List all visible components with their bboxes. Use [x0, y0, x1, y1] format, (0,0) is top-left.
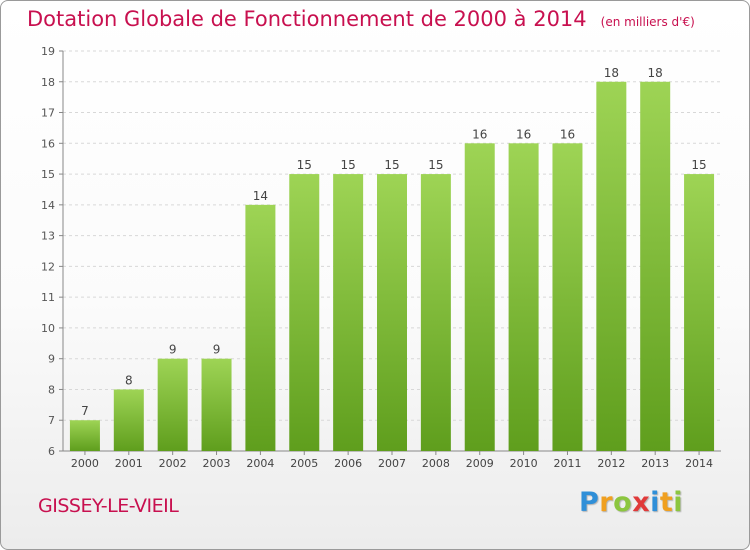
x-tick-label: 2008 — [422, 457, 450, 470]
logo-letter: o — [613, 487, 633, 518]
x-tick-label: 2002 — [159, 457, 187, 470]
y-tick-label: 18 — [41, 76, 55, 89]
data-label: 15 — [428, 158, 443, 172]
logo-letter: r — [599, 487, 614, 518]
y-tick-label: 9 — [48, 353, 55, 366]
x-tick-label: 2010 — [510, 457, 538, 470]
y-tick-label: 15 — [41, 168, 55, 181]
data-label: 15 — [384, 158, 399, 172]
data-label: 16 — [472, 127, 487, 141]
bar — [69, 420, 100, 451]
y-tick-label: 17 — [41, 107, 55, 120]
y-tick-label: 11 — [41, 291, 55, 304]
x-tick-label: 2013 — [641, 457, 669, 470]
bar — [420, 174, 451, 452]
data-label: 16 — [560, 127, 575, 141]
data-label: 9 — [169, 343, 177, 357]
bar — [684, 174, 715, 452]
x-tick-label: 2006 — [334, 457, 362, 470]
logo-letter: i — [650, 487, 660, 518]
bar — [113, 389, 144, 451]
logo-letter: i — [673, 487, 684, 518]
x-tick-label: 2009 — [466, 457, 494, 470]
chart-title-text: Dotation Globale de Fonctionnement de 20… — [27, 7, 587, 31]
data-labels: 7 8 9 9 14 15 15 15 15 16 16 16 18 18 15 — [81, 66, 707, 418]
bar — [508, 143, 539, 452]
bar — [640, 81, 671, 452]
bars — [69, 81, 715, 452]
bar — [377, 174, 407, 452]
y-tick-label: 12 — [41, 260, 55, 273]
bar — [289, 174, 320, 452]
chart-title: Dotation Globale de Fonctionnement de 20… — [27, 7, 695, 31]
x-tick-label: 2004 — [246, 457, 274, 470]
x-tick-label: 2001 — [115, 457, 143, 470]
x-tick-label: 2012 — [597, 457, 625, 470]
data-label: 8 — [125, 373, 133, 387]
logo-letter: P — [579, 487, 600, 518]
data-label: 15 — [340, 158, 355, 172]
y-tick-label: 19 — [41, 45, 55, 58]
y-tick-label: 14 — [41, 199, 55, 212]
data-label: 14 — [253, 189, 268, 203]
bar — [245, 204, 276, 451]
data-label: 15 — [691, 158, 706, 172]
axes: 6 7 8 9 10 11 12 13 14 15 16 17 18 19 2000 2001 2002 2003… — [41, 45, 721, 470]
y-tick-label: 6 — [48, 445, 55, 458]
y-tick-label: 10 — [41, 322, 55, 335]
x-tick-label: 2003 — [203, 457, 231, 470]
y-tick-label: 13 — [41, 230, 55, 243]
x-tick-label: 2000 — [71, 457, 99, 470]
data-label: 18 — [604, 66, 619, 80]
bar — [596, 81, 627, 452]
data-label: 18 — [648, 66, 663, 80]
bar — [464, 143, 495, 452]
bar — [157, 358, 188, 451]
x-tick-label: 2005 — [290, 457, 318, 470]
y-tick-label: 7 — [48, 414, 55, 427]
data-label: 16 — [516, 127, 531, 141]
commune-name: GISSEY-LE-VIEIL — [38, 495, 179, 517]
logo-letter: t — [659, 487, 674, 518]
x-tick-label: 2011 — [553, 457, 581, 470]
x-tick-label: 2014 — [685, 457, 713, 470]
data-label: 15 — [297, 158, 312, 172]
bar — [333, 174, 364, 452]
y-tick-label: 8 — [48, 383, 55, 396]
y-tick-label: 16 — [41, 137, 55, 150]
x-tick-label: 2007 — [378, 457, 406, 470]
chart-unit: (en milliers d'€) — [600, 15, 695, 29]
proxiti-logo: Proxiti — [579, 487, 683, 518]
bar — [201, 358, 232, 451]
bar — [552, 143, 583, 452]
data-label: 9 — [213, 343, 221, 357]
data-label: 7 — [81, 404, 89, 418]
logo-letter: x — [632, 487, 651, 518]
